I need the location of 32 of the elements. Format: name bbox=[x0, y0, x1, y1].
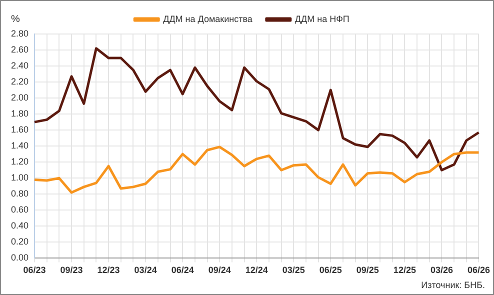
x-tick-label: 09/24 bbox=[208, 265, 231, 276]
x-tick-label: 06/23 bbox=[23, 265, 46, 276]
y-tick-label: 2.20 bbox=[10, 76, 29, 87]
y-tick-label: 1.20 bbox=[10, 156, 29, 167]
x-tick-label: 09/23 bbox=[60, 265, 83, 276]
x-tick-label: 09/25 bbox=[356, 265, 379, 276]
legend-label: ДДМ на Домакинства bbox=[163, 14, 252, 24]
y-tick-label: 1.80 bbox=[10, 108, 29, 119]
x-tick-label: 12/23 bbox=[97, 265, 120, 276]
y-tick-label: 2.60 bbox=[10, 44, 29, 54]
y-tick-label: 0.80 bbox=[10, 188, 29, 199]
y-tick-label: 1.40 bbox=[10, 140, 29, 151]
y-tick-label: 2.40 bbox=[10, 60, 29, 71]
x-tick-label: 03/26 bbox=[430, 265, 453, 276]
x-tick-label: 03/25 bbox=[282, 265, 305, 276]
legend-label: ДДМ на НФП bbox=[294, 14, 350, 24]
y-tick-label: 0.60 bbox=[10, 204, 29, 215]
y-tick-label: 0.00 bbox=[10, 252, 29, 263]
y-tick-label: 1.00 bbox=[10, 172, 29, 183]
y-tick-label: 0.40 bbox=[10, 220, 29, 231]
x-tick-label: 12/24 bbox=[245, 265, 268, 276]
x-tick-label: 06/24 bbox=[171, 265, 194, 276]
y-axis-title: % bbox=[11, 14, 20, 25]
text: Източник: БНБ. bbox=[421, 280, 485, 290]
x-tick-label: 06/26 bbox=[467, 265, 490, 276]
x-tick-label: 12/25 bbox=[393, 265, 416, 276]
y-tick-label: 2.00 bbox=[10, 92, 29, 103]
y-tick-label: 2.80 bbox=[10, 28, 29, 38]
x-tick-label: 03/24 bbox=[134, 265, 157, 276]
x-tick-label: 06/25 bbox=[319, 265, 342, 276]
y-tick-label: 1.60 bbox=[10, 124, 29, 135]
y-tick-label: 0.20 bbox=[10, 236, 29, 247]
